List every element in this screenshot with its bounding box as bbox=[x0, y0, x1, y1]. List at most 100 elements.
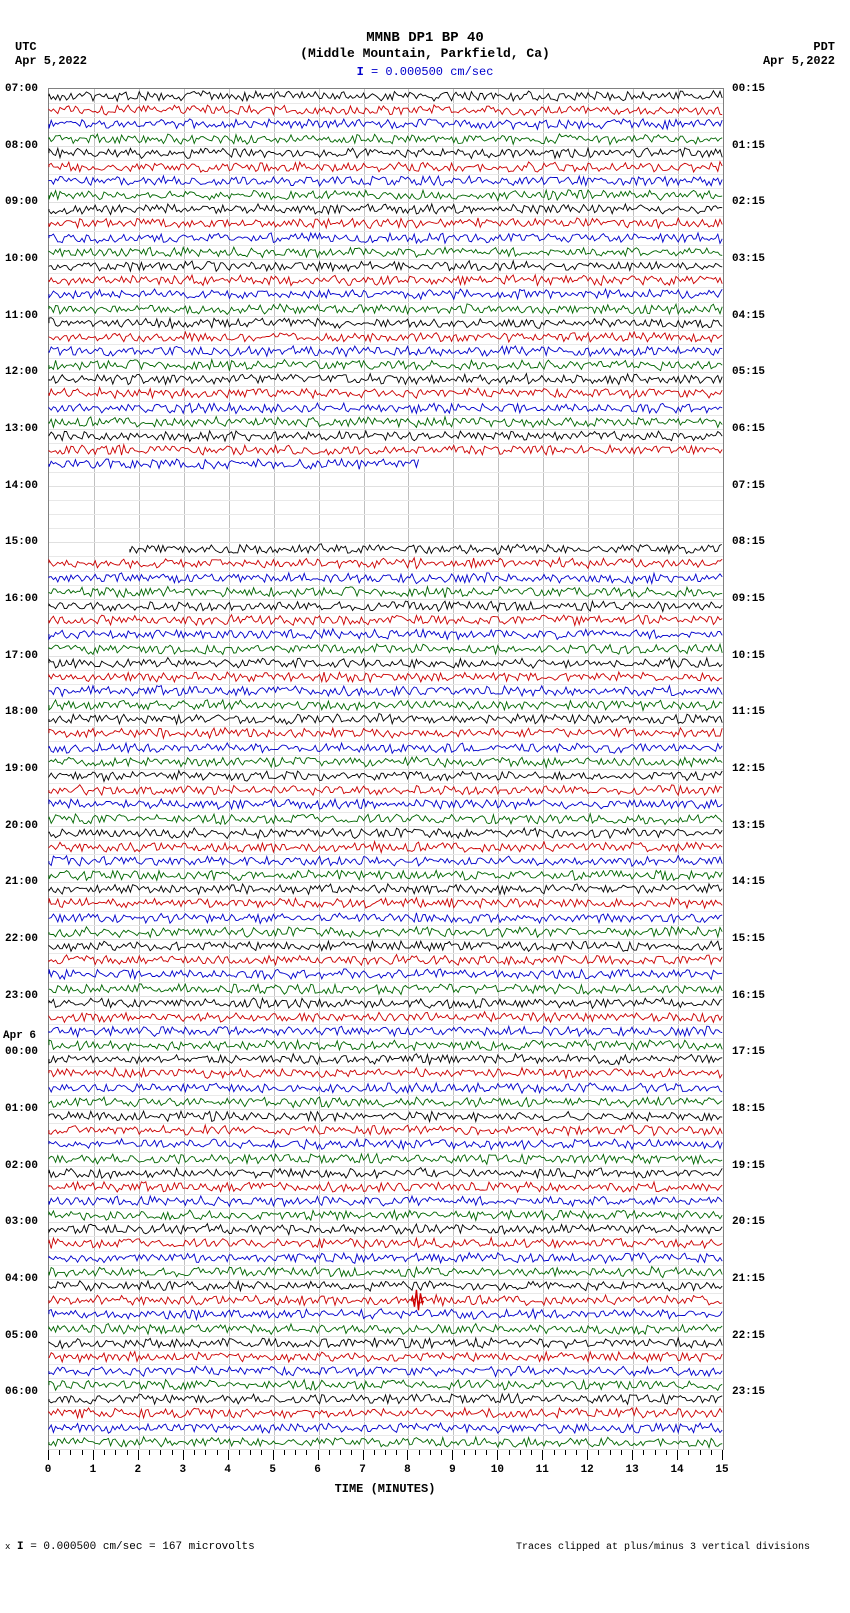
x-axis-title: TIME (MINUTES) bbox=[48, 1482, 722, 1496]
time-label-pdt: 17:15 bbox=[732, 1046, 765, 1058]
seismic-trace bbox=[49, 840, 723, 854]
seismic-trace bbox=[49, 528, 723, 542]
time-label-pdt: 02:15 bbox=[732, 196, 765, 208]
seismic-trace bbox=[49, 670, 723, 684]
x-tick-label: 10 bbox=[491, 1464, 504, 1476]
hour-row: 11:0004:15 bbox=[49, 316, 723, 374]
seismic-trace bbox=[49, 330, 723, 344]
footer-right: Traces clipped at plus/minus 3 vertical … bbox=[516, 1542, 810, 1553]
time-label-pdt: 13:15 bbox=[732, 820, 765, 832]
hour-row: 15:0008:15 bbox=[49, 542, 723, 600]
date-label: Apr 6 bbox=[3, 1030, 36, 1042]
seismic-trace bbox=[49, 174, 723, 188]
time-label-pdt: 15:15 bbox=[732, 933, 765, 945]
hour-row: 21:0014:15 bbox=[49, 882, 723, 940]
time-label-utc: 13:00 bbox=[5, 423, 38, 435]
time-label-utc: 15:00 bbox=[5, 536, 38, 548]
hour-row: 22:0015:15 bbox=[49, 939, 723, 997]
x-tick-label: 11 bbox=[536, 1464, 549, 1476]
hour-row: 16:0009:15 bbox=[49, 599, 723, 657]
time-label-utc: 16:00 bbox=[5, 593, 38, 605]
seismic-trace bbox=[49, 500, 723, 514]
seismic-trace bbox=[49, 372, 723, 386]
seismic-trace bbox=[49, 812, 723, 826]
time-label-utc: 17:00 bbox=[5, 650, 38, 662]
seismic-trace bbox=[49, 741, 723, 755]
time-label-utc: 02:00 bbox=[5, 1160, 38, 1172]
seismic-trace bbox=[49, 344, 723, 358]
seismic-trace bbox=[49, 117, 723, 131]
hour-row: 02:0019:15 bbox=[49, 1166, 723, 1224]
seismic-trace bbox=[49, 1194, 723, 1208]
seismic-trace bbox=[49, 542, 723, 556]
header: MMNB DP1 BP 40 (Middle Mountain, Parkfie… bbox=[0, 30, 850, 79]
scale-indicator: I = 0.000500 cm/sec bbox=[0, 65, 850, 79]
seismic-trace bbox=[49, 259, 723, 273]
seismic-trace bbox=[49, 698, 723, 712]
hour-row: 10:0003:15 bbox=[49, 259, 723, 317]
time-label-utc: 00:00 bbox=[5, 1046, 38, 1058]
seismic-trace bbox=[49, 415, 723, 429]
x-tick-label: 14 bbox=[670, 1464, 683, 1476]
seismic-trace bbox=[49, 443, 723, 457]
seismic-trace bbox=[49, 1180, 723, 1194]
seismic-trace bbox=[49, 302, 723, 316]
hour-row: 00:0017:15Apr 6 bbox=[49, 1052, 723, 1110]
hour-row: 06:0023:15 bbox=[49, 1392, 723, 1450]
seismic-trace bbox=[49, 783, 723, 797]
seismic-trace bbox=[49, 146, 723, 160]
seismic-trace bbox=[49, 1236, 723, 1250]
seismic-trace bbox=[49, 769, 723, 783]
time-label-pdt: 23:15 bbox=[732, 1386, 765, 1398]
seismic-trace bbox=[49, 1265, 723, 1279]
seismic-trace bbox=[49, 1166, 723, 1180]
time-label-utc: 22:00 bbox=[5, 933, 38, 945]
x-tick-label: 12 bbox=[581, 1464, 594, 1476]
seismic-trace bbox=[49, 1421, 723, 1435]
seismic-trace bbox=[49, 585, 723, 599]
time-label-utc: 19:00 bbox=[5, 763, 38, 775]
seismic-trace bbox=[49, 1307, 723, 1321]
time-label-pdt: 06:15 bbox=[732, 423, 765, 435]
seismic-trace bbox=[49, 726, 723, 740]
seismic-trace bbox=[49, 103, 723, 117]
seismic-trace bbox=[49, 1095, 723, 1109]
time-label-utc: 10:00 bbox=[5, 253, 38, 265]
seismic-trace bbox=[49, 231, 723, 245]
hour-row: 13:0006:15 bbox=[49, 429, 723, 487]
x-tick-label: 5 bbox=[269, 1464, 276, 1476]
x-axis: 0123456789101112131415 TIME (MINUTES) bbox=[48, 1450, 722, 1496]
time-label-pdt: 10:15 bbox=[732, 650, 765, 662]
time-label-utc: 23:00 bbox=[5, 990, 38, 1002]
x-axis-ticks bbox=[48, 1450, 722, 1462]
hour-row: 08:0001:15 bbox=[49, 146, 723, 204]
time-label-pdt: 09:15 bbox=[732, 593, 765, 605]
station-subtitle: (Middle Mountain, Parkfield, Ca) bbox=[0, 46, 850, 61]
seismic-trace bbox=[49, 1123, 723, 1137]
seismic-trace bbox=[49, 755, 723, 769]
x-tick-label: 15 bbox=[715, 1464, 728, 1476]
time-label-pdt: 03:15 bbox=[732, 253, 765, 265]
seismic-trace bbox=[49, 953, 723, 967]
seismic-trace bbox=[49, 1052, 723, 1066]
seismic-trace bbox=[49, 1222, 723, 1236]
time-label-utc: 18:00 bbox=[5, 706, 38, 718]
seismic-trace bbox=[49, 1109, 723, 1123]
seismic-trace bbox=[49, 911, 723, 925]
time-label-pdt: 11:15 bbox=[732, 706, 765, 718]
seismic-trace bbox=[49, 1279, 723, 1293]
seismic-trace bbox=[49, 1293, 723, 1307]
seismic-trace bbox=[49, 939, 723, 953]
hour-row: 18:0011:15 bbox=[49, 712, 723, 770]
seismic-trace bbox=[49, 1364, 723, 1378]
seismic-trace bbox=[49, 273, 723, 287]
hour-row: 05:0022:15 bbox=[49, 1336, 723, 1394]
x-tick-label: 3 bbox=[179, 1464, 186, 1476]
time-label-pdt: 07:15 bbox=[732, 480, 765, 492]
seismic-trace bbox=[49, 1208, 723, 1222]
x-tick-label: 1 bbox=[90, 1464, 97, 1476]
seismic-trace bbox=[49, 1378, 723, 1392]
seismic-trace bbox=[49, 245, 723, 259]
hour-row: 03:0020:15 bbox=[49, 1222, 723, 1280]
scale-label: = 0.000500 cm/sec bbox=[371, 65, 493, 79]
